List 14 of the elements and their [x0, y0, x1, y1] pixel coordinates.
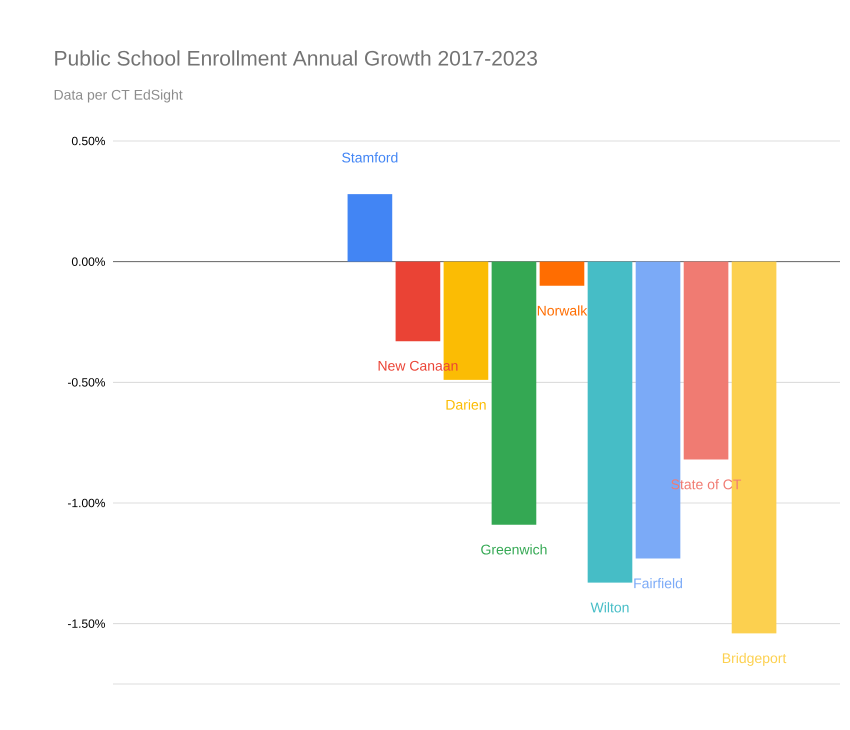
series-label: Wilton: [590, 602, 629, 612]
series-label: Fairfield: [634, 578, 682, 588]
text: Stamford: [342, 152, 398, 163]
chart-subtitle: Data per CT EdSight: [54, 89, 183, 103]
series-label: Greenwich: [481, 544, 547, 555]
y-tick-label: 0.00%: [72, 257, 106, 266]
y-tick-label: 0.50%: [72, 136, 106, 146]
y-tick-label: -1.50%: [68, 619, 106, 628]
y-tick-label: -1.00%: [68, 498, 106, 508]
y-tick-label: -0.50%: [68, 378, 106, 387]
series-label: Bridgeport: [722, 652, 786, 666]
series-label: Darien: [446, 399, 486, 410]
series-label: Norwalk: [538, 305, 588, 316]
chart-title: Public School Enrollment Annual Growth 2017-2023: [55, 50, 537, 66]
